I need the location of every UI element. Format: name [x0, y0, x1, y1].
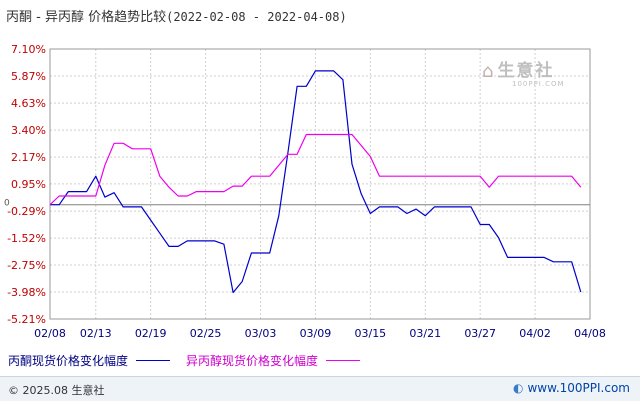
- x-tick-label: 04/08: [574, 327, 606, 340]
- y-tick-label: 0.95%: [11, 178, 46, 191]
- footer-copyright: © 2025.08 生意社: [8, 384, 105, 397]
- x-tick-label: 03/15: [354, 327, 386, 340]
- y-tick-label: 2.17%: [11, 151, 46, 164]
- series-line-2: [49, 133, 582, 206]
- x-tick-label: 03/21: [409, 327, 441, 340]
- y-tick-label: 7.10%: [11, 43, 46, 56]
- y-tick-label: -0.29%: [7, 205, 46, 218]
- chart-date-range: (2022-02-08 - 2022-04-08): [166, 10, 347, 24]
- watermark: ⌂ 生意社 100PPI.COM: [482, 56, 565, 88]
- watermark-house-icon: ⌂: [482, 61, 494, 82]
- grid-lines: [49, 48, 591, 320]
- axes: [49, 48, 591, 320]
- y-tick-label: -1.52%: [7, 232, 46, 245]
- y-tick-label: -3.98%: [7, 286, 46, 299]
- watermark-sub: 100PPI.COM: [512, 80, 565, 88]
- legend-swatch-series-2: [326, 360, 361, 361]
- legend-label-series-1: 丙酮现货价格变化幅度: [8, 354, 129, 368]
- y-tick-label: -5.21%: [7, 313, 46, 326]
- x-tick-label: 02/08: [34, 327, 66, 340]
- x-tick-label: 04/02: [519, 327, 551, 340]
- x-tick-label: 02/13: [80, 327, 112, 340]
- footer-bar: © 2025.08 生意社 ◐ www.100PPI.com: [0, 376, 640, 401]
- x-tick-label: 02/25: [190, 327, 222, 340]
- watermark-brand: 生意社: [497, 61, 555, 81]
- y-tick-label: 4.63%: [11, 97, 46, 110]
- legend-label-series-2: 异丙醇现货价格变化幅度: [186, 354, 319, 368]
- legend-swatch-series-1: [136, 360, 171, 361]
- series-line-1: [50, 70, 582, 294]
- chart-legend: 丙酮现货价格变化幅度 异丙醇现货价格变化幅度: [8, 352, 376, 369]
- x-tick-label: 03/03: [245, 327, 277, 340]
- y-tick-label: -2.75%: [7, 259, 46, 272]
- chart-title-text: 丙酮 - 异丙醇 价格趋势比较: [6, 10, 167, 25]
- tick-labels: 7.10% 5.87% 4.63% 3.40% 2.17% 0.95% -0.29% -1.5…: [4, 43, 606, 340]
- y-tick-label: 3.40%: [11, 124, 46, 137]
- series-lines: [49, 70, 582, 294]
- x-tick-label: 02/19: [135, 327, 167, 340]
- x-tick-label: 03/27: [464, 327, 496, 340]
- x-tick-label: 03/09: [300, 327, 332, 340]
- zero-label: 0: [4, 199, 10, 209]
- plot-frame: [49, 48, 591, 320]
- footer-website-link[interactable]: ◐ www.100PPI.com: [513, 381, 630, 395]
- chart-plot: 7.10% 5.87% 4.63% 3.40% 2.17% 0.95% -0.29% -1.5…: [4, 43, 606, 340]
- site-logo-icon: ◐: [513, 381, 524, 395]
- chart-title: 丙酮 - 异丙醇 价格趋势比较(2022-02-08 - 2022-04-08): [6, 6, 347, 25]
- y-tick-label: 5.87%: [11, 70, 46, 83]
- footer-website-text: www.100PPI.com: [527, 381, 630, 395]
